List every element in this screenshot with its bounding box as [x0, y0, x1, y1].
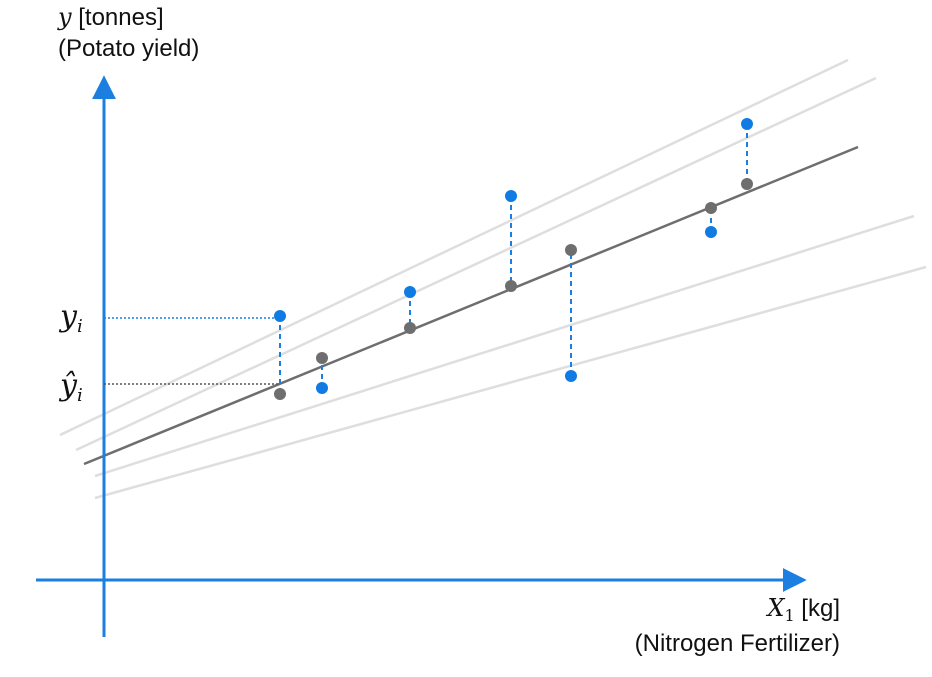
observed-point	[705, 226, 717, 238]
candidate-line	[94, 214, 915, 478]
observed-point	[565, 370, 577, 382]
fitted-point	[741, 178, 753, 190]
fitted-points	[274, 178, 753, 400]
fitted-point	[316, 352, 328, 364]
x-axis-description: (Nitrogen Fertilizer)	[635, 630, 840, 657]
candidate-line	[94, 265, 927, 500]
regression-line	[83, 145, 859, 466]
candidate-line	[59, 58, 849, 437]
fitted-point	[274, 388, 286, 400]
x-axis-title: X1 [kg]	[765, 594, 840, 625]
candidate-lines	[59, 58, 927, 500]
y-axis-title: y [tonnes]	[57, 3, 164, 31]
fitted-point	[404, 322, 416, 334]
y-i-symbol: yi	[58, 299, 83, 337]
observed-point	[404, 286, 416, 298]
observed-point	[505, 190, 517, 202]
residual-lines	[279, 124, 748, 394]
yhat-i-symbol: ŷi	[58, 368, 83, 406]
y-axis-description: (Potato yield)	[58, 35, 199, 62]
observed-points	[274, 118, 753, 394]
candidate-line	[75, 76, 877, 452]
fitted-point	[705, 202, 717, 214]
observed-point	[274, 310, 286, 322]
observed-point	[316, 382, 328, 394]
fitted-point	[565, 244, 577, 256]
fitted-point	[505, 280, 517, 292]
observed-point	[741, 118, 753, 130]
